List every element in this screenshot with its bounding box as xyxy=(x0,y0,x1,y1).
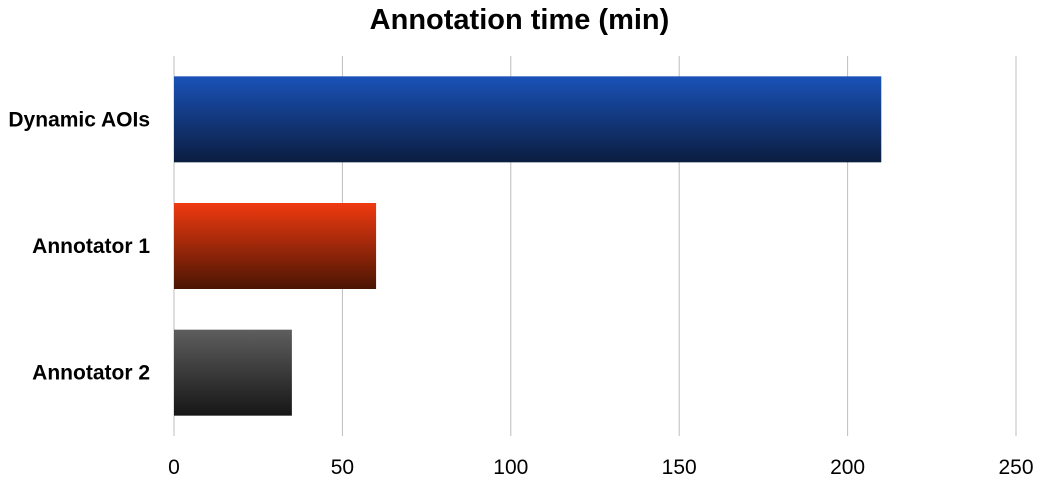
chart-title: Annotation time (min) xyxy=(369,4,670,36)
x-axis-tick-labels: 0 50 100 150 200 250 xyxy=(168,456,1033,479)
x-tick-label: 0 xyxy=(168,456,180,479)
bars xyxy=(174,76,882,416)
x-tick-label: 150 xyxy=(662,456,697,479)
bar-annotator-2 xyxy=(174,329,292,416)
x-tick-label: 200 xyxy=(830,456,865,479)
x-tick-label: 250 xyxy=(998,456,1033,479)
x-tick-label: 100 xyxy=(493,456,528,479)
bar-dynamic-aois xyxy=(174,76,882,163)
category-label: Annotator 1 xyxy=(32,235,150,258)
category-labels: Dynamic AOIs Annotator 1 Annotator 2 xyxy=(8,108,150,384)
x-tick-label: 50 xyxy=(331,456,354,479)
category-label: Annotator 2 xyxy=(32,362,150,385)
category-label: Dynamic AOIs xyxy=(8,108,150,131)
bar-annotator-1 xyxy=(174,203,377,289)
